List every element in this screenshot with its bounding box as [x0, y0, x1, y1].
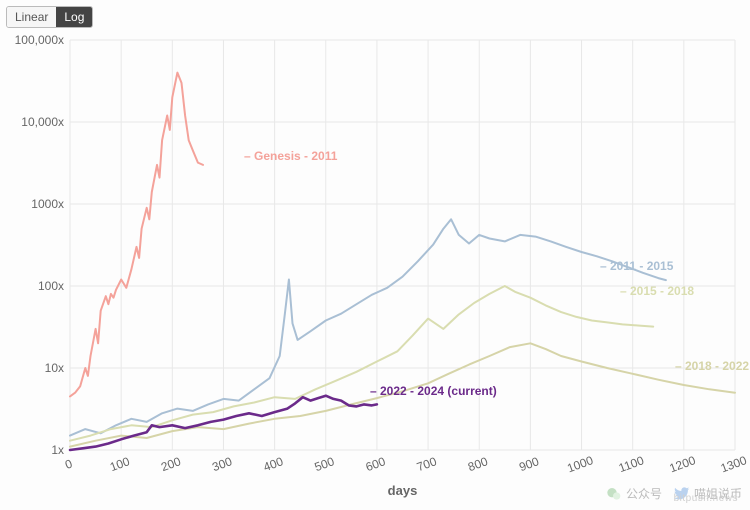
x-tick-label: 200	[159, 454, 183, 474]
y-tick-label: 1x	[51, 443, 64, 457]
scale-toggle[interactable]: Linear Log	[6, 6, 93, 28]
x-tick-label: 900	[517, 454, 541, 474]
x-tick-label: 400	[261, 454, 285, 474]
linear-toggle-button[interactable]: Linear	[7, 7, 56, 27]
wechat-label: 公众号	[626, 485, 662, 502]
series-label-y2011_2015: – 2011 - 2015	[600, 259, 674, 273]
x-tick-label: 1200	[668, 453, 698, 475]
x-tick-label: 800	[466, 454, 490, 474]
line-chart: 1x 10x 100x 1000x 10,000x 100,000x 0 100 200 300…	[0, 0, 750, 510]
x-axis-label: days	[388, 483, 418, 498]
series-label-y2022_2024: – 2022 - 2024 (current)	[370, 384, 497, 398]
series-label-y2015_2018: – 2015 - 2018	[620, 284, 694, 298]
x-tick-label: 700	[415, 454, 439, 474]
x-tick-label: 600	[364, 454, 388, 474]
series-label-y2018_2022: – 2018 - 2022	[675, 359, 749, 373]
series-y2011_2015	[70, 219, 666, 435]
x-tick-label: 100	[108, 454, 132, 474]
y-tick-label: 100x	[38, 279, 64, 293]
x-tick-label: 1000	[565, 453, 595, 475]
x-tick-label: 1300	[719, 453, 749, 475]
site-watermark: bitpush.news	[674, 493, 738, 504]
wechat-watermark: 公众号	[606, 485, 662, 502]
y-tick-label: 100,000x	[15, 33, 64, 47]
series-genesis_2011	[70, 73, 203, 397]
y-tick-label: 10,000x	[21, 115, 64, 129]
series-label-genesis_2011: – Genesis - 2011	[244, 149, 338, 163]
y-tick-label: 10x	[45, 361, 64, 375]
x-tick-label: 1100	[617, 453, 646, 475]
x-tick-label: 0	[63, 456, 74, 472]
log-toggle-button[interactable]: Log	[56, 7, 92, 27]
x-tick-label: 500	[313, 454, 337, 474]
x-tick-label: 300	[210, 454, 234, 474]
y-tick-label: 1000x	[31, 197, 64, 211]
series-y2015_2018	[70, 286, 653, 441]
watermark: 公众号 喵姐说币 bitpush.news	[606, 485, 742, 502]
wechat-icon	[606, 486, 622, 502]
